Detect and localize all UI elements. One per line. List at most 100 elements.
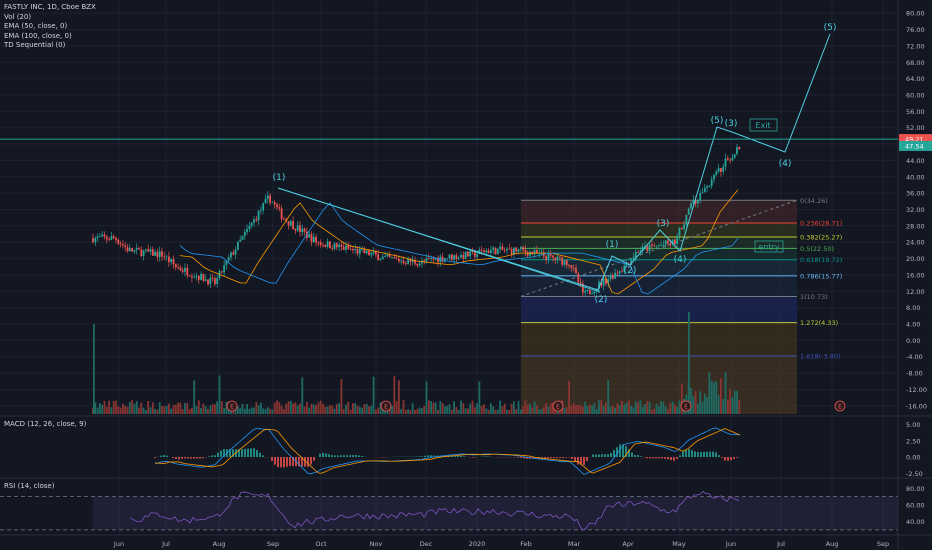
candle-body (248, 225, 251, 230)
candle-body (96, 236, 99, 238)
candle-body (529, 251, 531, 256)
macd-histogram-bar (334, 455, 336, 457)
macd-histogram-bar (553, 457, 555, 459)
candle-body (322, 245, 324, 246)
candle-body (358, 248, 361, 254)
symbol-title[interactable]: FASTLY INC, 1D, Cboe BZX (4, 3, 96, 11)
macd-histogram-bar (658, 457, 660, 459)
volume-bar (618, 405, 621, 414)
candle-body (377, 254, 380, 261)
volume-bar (402, 400, 405, 414)
volume-bar (457, 409, 460, 414)
macd-histogram-bar (271, 457, 273, 461)
candle-body (464, 251, 467, 259)
candle-body (142, 250, 145, 257)
volume-bar (191, 408, 193, 414)
volume-bar (508, 409, 511, 414)
macd-histogram-bar (421, 456, 423, 457)
indicator-vol[interactable]: Vol (20) (4, 12, 32, 21)
volume-bar (623, 404, 626, 414)
macd-histogram-bar (427, 455, 429, 457)
volume-bar (542, 407, 545, 414)
candle-body (715, 171, 718, 175)
macd-histogram-bar (517, 457, 519, 458)
volume-bar (607, 380, 610, 414)
candle-body (616, 272, 619, 274)
volume-bar (441, 403, 444, 414)
macd-histogram-bar (646, 457, 648, 459)
wave-label: (2) (624, 266, 637, 276)
candle-body (446, 258, 449, 260)
volume-bar (170, 408, 173, 414)
volume-bar (625, 402, 628, 414)
volume-bar (209, 405, 212, 414)
candle-body (211, 277, 214, 279)
indicator-legend: FASTLY INC, 1D, Cboe BZX Vol (20) EMA (5… (4, 3, 96, 51)
indicator-ema50[interactable]: EMA (50, close, 0) (4, 22, 68, 30)
candle-body (345, 245, 347, 250)
candle-body (651, 244, 653, 246)
candle-body (444, 258, 446, 262)
macd-histogram-bar (595, 454, 597, 457)
candle-body (101, 234, 104, 237)
macd-histogram-bar (340, 455, 342, 457)
candle-body (418, 263, 421, 266)
macd-histogram-bar (457, 455, 459, 457)
candle-body (634, 252, 637, 258)
macd-histogram-bar (418, 456, 420, 457)
candle-body (312, 236, 315, 243)
volume-bar (423, 405, 426, 414)
volume-bar (729, 389, 731, 414)
indicator-ema100[interactable]: EMA (100, close, 0) (4, 31, 72, 40)
candle-body (122, 244, 124, 246)
y-tick-label: 4.00 (906, 321, 920, 329)
fib-level-label: 0.618(19.72) (800, 256, 842, 264)
macd-pane: 5.00 2.50 0.00 -2.50 (154, 421, 923, 478)
macd-label[interactable]: MACD (12, 26, close, 9) (4, 420, 87, 428)
macd-histogram-bar (241, 448, 243, 457)
candle-body (333, 243, 336, 249)
volume-bar (239, 407, 242, 414)
y-tick-label: 52.00 (906, 124, 925, 132)
rsi-label[interactable]: RSI (14, close) (4, 482, 55, 490)
candle-body (135, 247, 138, 250)
candle-body (559, 256, 561, 258)
fib-level-label: 1.618(-3.80) (800, 352, 841, 360)
candle-body (331, 248, 334, 249)
fib-level-label: 1.272(4.33) (800, 319, 838, 327)
candle-body (680, 227, 683, 229)
macd-histogram-bar (691, 450, 693, 457)
candle-body (584, 290, 587, 293)
volume-bar (575, 404, 577, 414)
candle-body (625, 264, 628, 266)
macd-histogram-bar (430, 455, 432, 457)
volume-bar (669, 403, 672, 414)
volume-bar (253, 407, 255, 414)
macd-histogram-bar (550, 457, 552, 459)
macd-histogram-bar (217, 452, 219, 457)
candle-body (453, 255, 455, 260)
volume-bar (400, 408, 403, 414)
candle-body (110, 236, 113, 240)
volume-bar (306, 401, 308, 414)
volume-bar (404, 409, 407, 414)
volume-bar (391, 405, 393, 414)
volume-bar (490, 403, 492, 414)
x-tick-label: Apr (622, 540, 634, 548)
volume-bar (149, 407, 152, 414)
indicator-td-sequential[interactable]: TD Sequential (0) (4, 41, 66, 49)
candle-body (671, 239, 674, 245)
candle-body (430, 258, 432, 260)
candle-body (720, 168, 722, 172)
candle-body (388, 254, 391, 258)
volume-bar (605, 402, 607, 414)
macd-histogram-bar (220, 450, 222, 457)
volume-bar (501, 406, 504, 414)
candle-body (483, 250, 485, 253)
rsi-line (129, 490, 740, 531)
macd-histogram-bar (625, 446, 627, 457)
macd-histogram-bar (322, 452, 324, 457)
candle-body (92, 238, 94, 243)
candle-body (161, 251, 163, 257)
